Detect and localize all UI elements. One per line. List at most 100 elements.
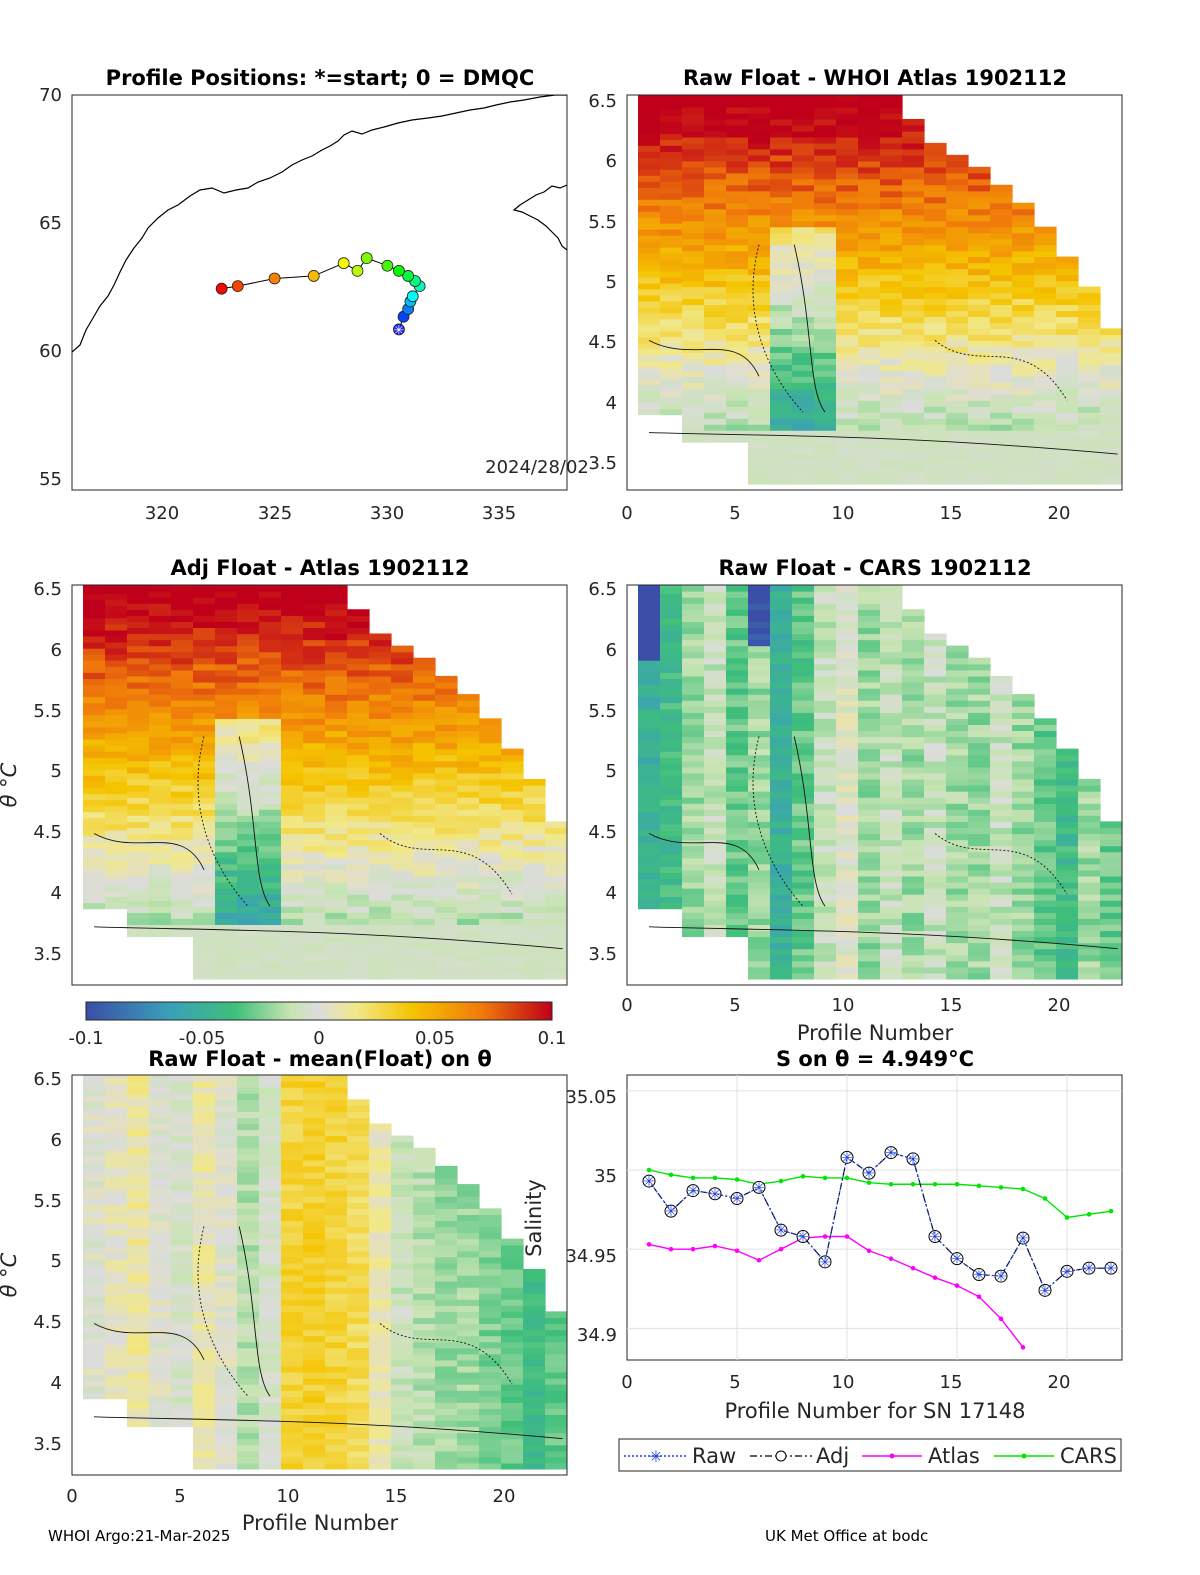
heatmap-cell bbox=[479, 1390, 502, 1397]
heatmap-cell bbox=[325, 972, 348, 980]
heatmap-cell bbox=[435, 1329, 458, 1337]
heatmap-cell bbox=[193, 1426, 216, 1434]
heatmap-cell bbox=[391, 1323, 414, 1331]
heatmap-cell bbox=[171, 1378, 194, 1385]
heatmap-cell bbox=[792, 95, 815, 102]
heatmap-cell bbox=[347, 700, 370, 707]
heatmap-cell bbox=[149, 1293, 172, 1300]
heatmap-cell bbox=[1034, 924, 1057, 932]
heatmap-cell bbox=[880, 130, 903, 138]
heatmap-cell bbox=[792, 460, 815, 467]
heatmap-cell bbox=[990, 863, 1013, 871]
heatmap-cell bbox=[924, 478, 947, 485]
heatmap-cell bbox=[858, 166, 881, 174]
heatmap-cell bbox=[770, 663, 793, 671]
heatmap-cell bbox=[457, 700, 480, 707]
heatmap-cell bbox=[682, 585, 705, 592]
heatmap-cell bbox=[237, 1287, 260, 1294]
heatmap-cell bbox=[704, 382, 727, 389]
heatmap-cell bbox=[303, 1299, 326, 1306]
heatmap-cell bbox=[660, 890, 683, 898]
heatmap-cell bbox=[193, 1317, 216, 1325]
heatmap-cell bbox=[1034, 478, 1057, 485]
heatmap-cell bbox=[501, 1262, 524, 1270]
heatmap-cell bbox=[946, 256, 969, 264]
heatmap-cell bbox=[1078, 815, 1101, 822]
heatmap-cell bbox=[281, 1414, 304, 1422]
heatmap-cell bbox=[369, 1341, 392, 1349]
heatmap-cell bbox=[638, 654, 661, 661]
heatmap-cell bbox=[171, 785, 194, 792]
heatmap-cell bbox=[193, 1444, 216, 1452]
heatmap-cell bbox=[171, 1384, 194, 1391]
heatmap-cell bbox=[924, 256, 947, 264]
heatmap-cell bbox=[638, 672, 661, 679]
heatmap-cell bbox=[413, 888, 436, 895]
heatmap-cell bbox=[990, 754, 1013, 762]
heatmap-cell bbox=[545, 1444, 567, 1452]
contour-line bbox=[648, 833, 760, 871]
heatmap-cell bbox=[990, 827, 1013, 835]
heatmap-cell bbox=[149, 1281, 172, 1288]
heatmap-cell bbox=[171, 851, 194, 859]
heatmap-cell bbox=[1012, 268, 1035, 276]
heatmap-cell bbox=[704, 730, 727, 738]
heatmap-cell bbox=[836, 681, 859, 689]
raw-mean-ylabel: θ °C bbox=[0, 1252, 21, 1297]
heatmap-cell bbox=[193, 1432, 216, 1440]
heatmap-cell bbox=[435, 1317, 458, 1325]
heatmap-cell bbox=[726, 382, 749, 389]
heatmap-cell bbox=[858, 954, 881, 962]
heatmap-cell bbox=[105, 787, 128, 795]
heatmap-cell bbox=[215, 1371, 238, 1379]
heatmap-cell bbox=[792, 700, 815, 707]
heatmap-cell bbox=[303, 845, 326, 853]
heatmap-cell bbox=[836, 627, 859, 635]
heatmap-cell bbox=[347, 748, 370, 756]
heatmap-cell bbox=[682, 95, 705, 102]
heatmap-cell bbox=[880, 95, 903, 102]
heatmap-cell bbox=[946, 936, 969, 944]
heatmap-cell bbox=[682, 244, 705, 252]
heatmap-cell bbox=[347, 1141, 370, 1149]
heatmap-cell bbox=[924, 924, 947, 932]
heatmap-cell bbox=[303, 1268, 326, 1276]
heatmap-cell bbox=[325, 597, 348, 604]
heatmap-cell bbox=[303, 1438, 326, 1446]
heatmap-cell bbox=[682, 778, 705, 786]
heatmap-cell bbox=[990, 791, 1013, 798]
heatmap-cell bbox=[325, 1275, 348, 1282]
heatmap-cell bbox=[303, 1426, 326, 1434]
contour-line bbox=[379, 1323, 513, 1385]
heatmap-cell bbox=[638, 585, 661, 589]
heatmap-cell bbox=[479, 948, 502, 956]
heatmap-cell bbox=[347, 651, 370, 659]
heatmap-cell bbox=[1056, 815, 1079, 822]
heatmap-cell bbox=[193, 742, 216, 750]
heatmap-cell bbox=[704, 778, 727, 786]
raw-atlas-y-tick: 6.5 bbox=[588, 91, 617, 112]
heatmap-cell bbox=[770, 712, 793, 719]
heatmap-cell bbox=[638, 342, 661, 350]
heatmap-cell bbox=[858, 148, 881, 156]
heatmap-cell bbox=[391, 821, 414, 829]
heatmap-cell bbox=[858, 760, 881, 768]
heatmap-cell bbox=[660, 896, 683, 904]
heatmap-cell bbox=[457, 1232, 480, 1240]
heatmap-cell bbox=[281, 1141, 304, 1149]
heatmap-cell bbox=[682, 633, 705, 641]
heatmap-cell bbox=[748, 250, 771, 258]
heatmap-cell bbox=[303, 736, 326, 744]
heatmap-cell bbox=[369, 688, 392, 695]
heatmap-cell bbox=[902, 833, 925, 841]
heatmap-cell bbox=[814, 304, 837, 312]
heatmap-cell bbox=[457, 1359, 480, 1367]
heatmap-cell bbox=[990, 681, 1013, 689]
heatmap-cell bbox=[83, 1131, 106, 1139]
heatmap-cell bbox=[105, 587, 128, 595]
heatmap-cell bbox=[968, 358, 991, 365]
heatmap-cell bbox=[83, 1235, 106, 1242]
heatmap-cell bbox=[523, 845, 546, 853]
heatmap-cell bbox=[127, 1287, 150, 1294]
heatmap-cell bbox=[413, 894, 436, 901]
